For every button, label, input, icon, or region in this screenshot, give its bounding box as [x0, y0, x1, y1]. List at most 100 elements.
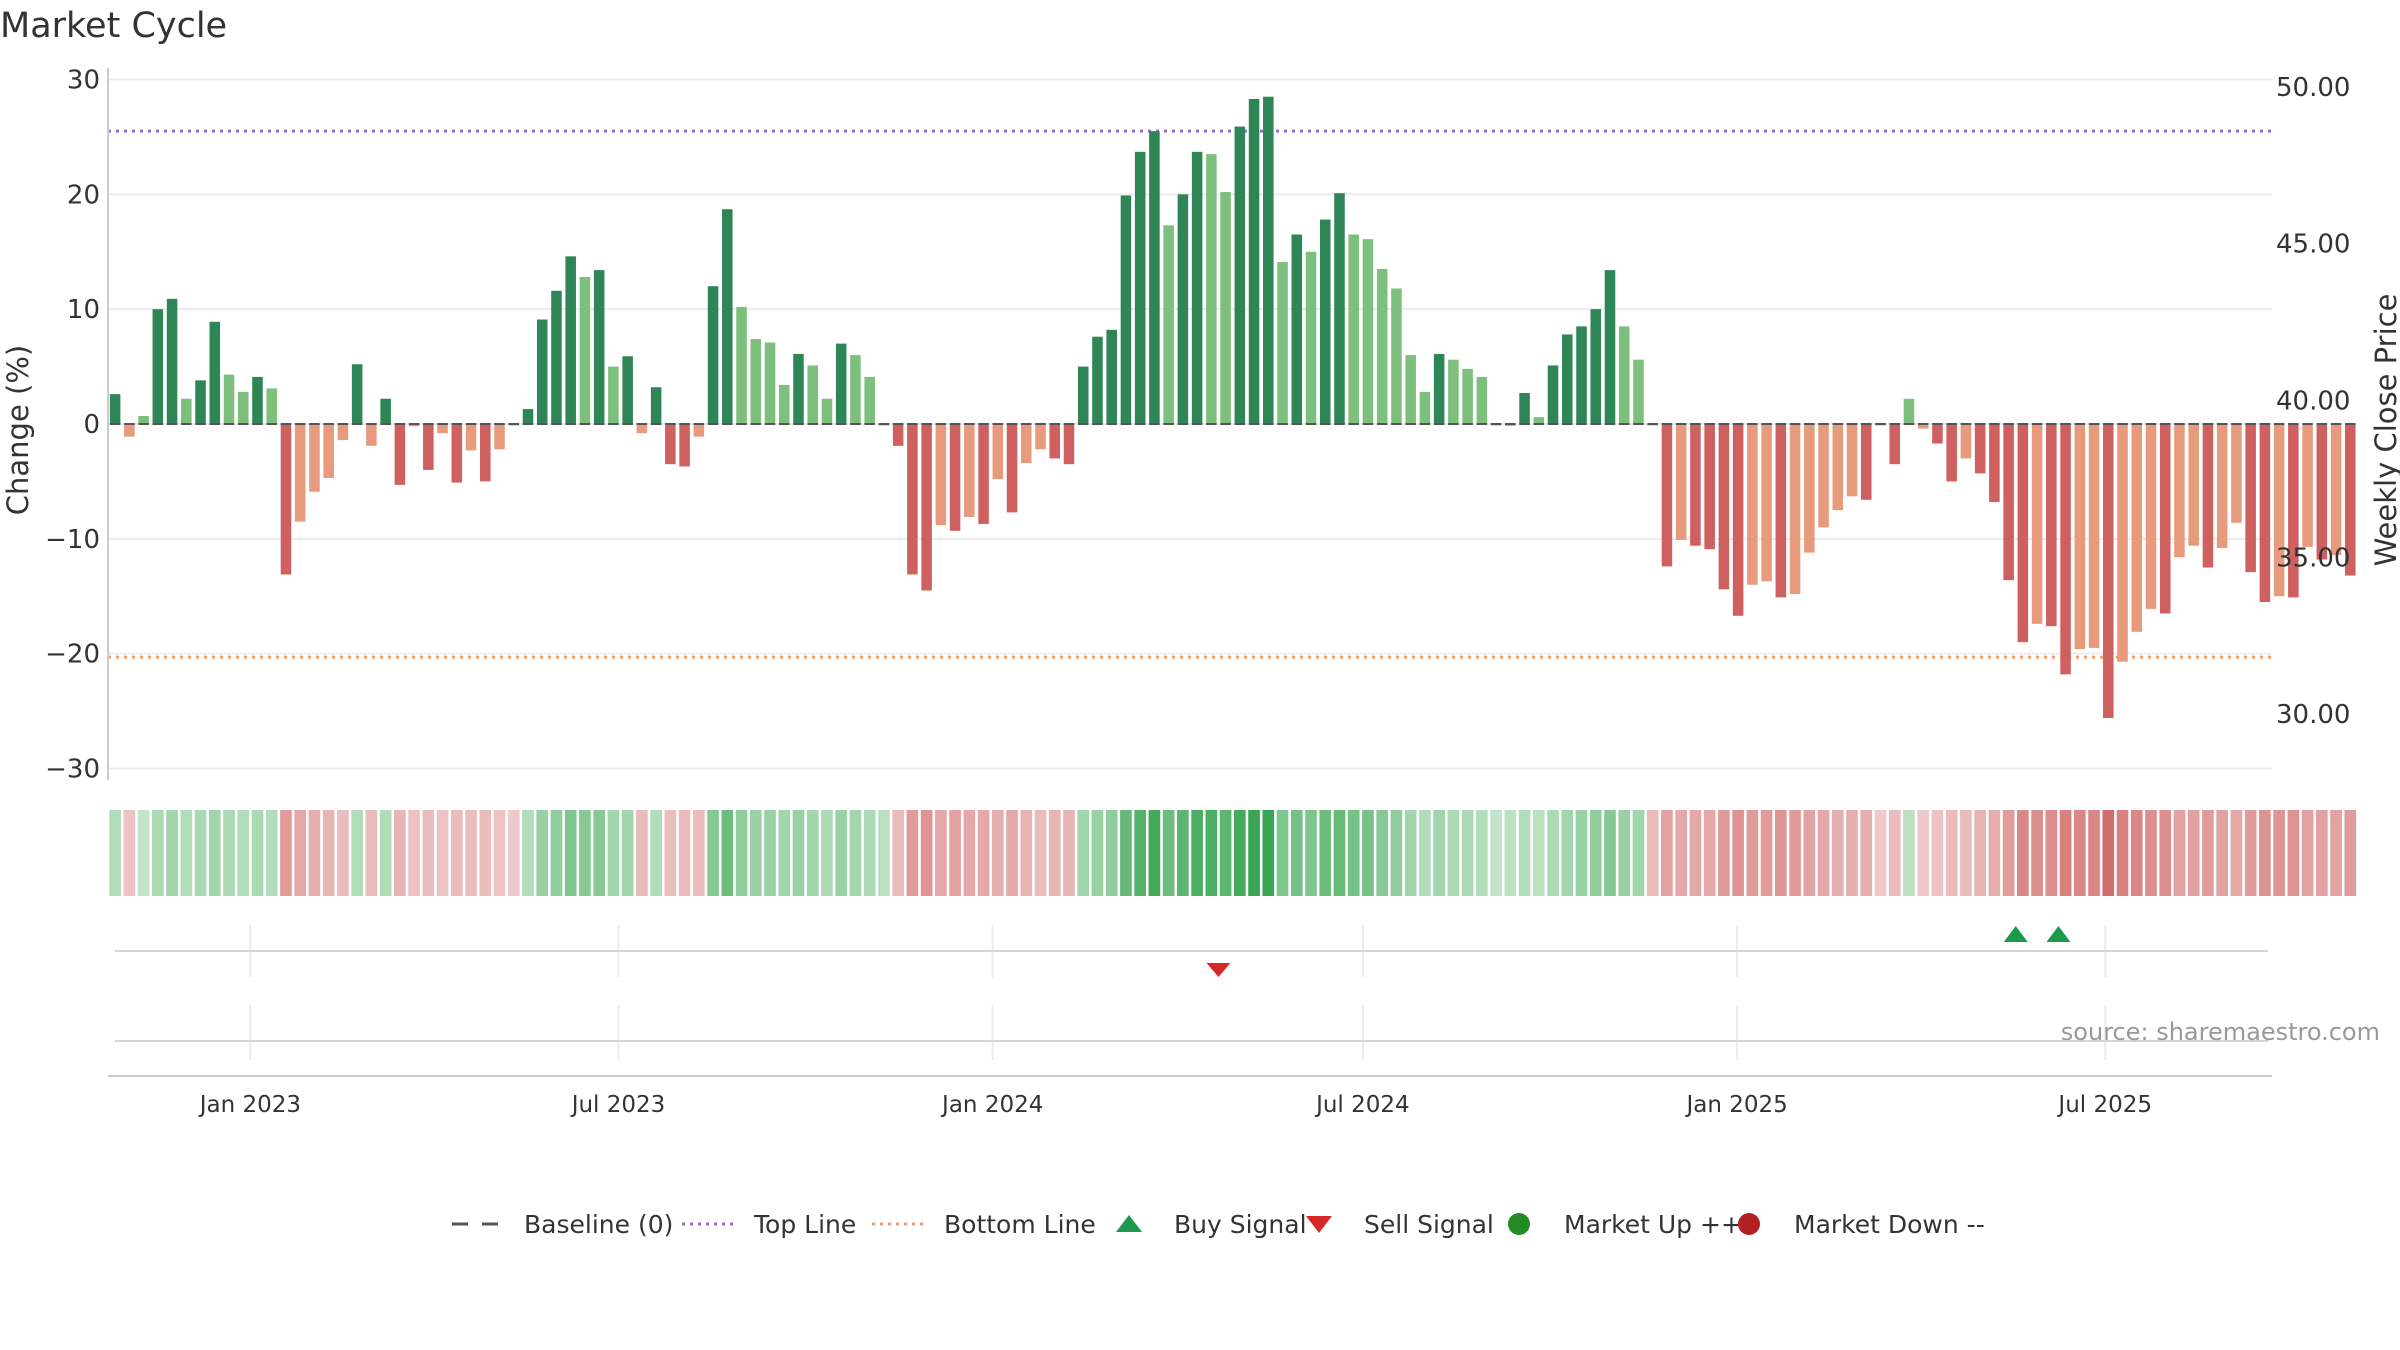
change-bar	[565, 256, 576, 424]
strip-cell	[1774, 810, 1787, 896]
change-bar	[337, 424, 349, 441]
change-bar	[237, 391, 249, 424]
signal-panel	[115, 926, 2268, 1042]
change-bar	[736, 306, 747, 424]
strip-cell	[450, 810, 463, 896]
change-bar	[1732, 424, 1744, 616]
change-bar	[2216, 424, 2228, 549]
change-bars	[109, 96, 2356, 718]
strip-cell	[2273, 810, 2285, 896]
strip-cell	[1120, 810, 1132, 896]
change-bar	[480, 424, 491, 482]
chart-title: Market Cycle	[0, 6, 228, 46]
strip-cell	[906, 810, 919, 896]
strip-cell	[1362, 810, 1374, 896]
intensity-strip	[109, 810, 2357, 896]
right-tick-label: 30.00	[2276, 700, 2350, 730]
strip-cell	[1931, 810, 1944, 896]
change-bar	[1106, 329, 1117, 424]
strip-cell	[1817, 810, 1830, 896]
change-bar	[1448, 359, 1459, 424]
change-bar	[579, 277, 591, 424]
strip-cell	[892, 810, 904, 896]
strip-cell	[792, 810, 805, 896]
change-bar	[2174, 424, 2185, 558]
change-bar	[665, 424, 676, 465]
change-bar	[821, 398, 833, 424]
change-bar	[949, 424, 961, 531]
legend-label: Market Up ++	[1564, 1210, 1742, 1239]
change-bar	[209, 321, 221, 424]
change-bar	[1519, 392, 1530, 424]
right-tick-label: 35.00	[2276, 543, 2350, 573]
change-bar	[935, 424, 947, 526]
change-bar	[2288, 424, 2299, 598]
strip-cell	[2202, 810, 2214, 896]
strip-cell	[1846, 810, 1858, 896]
strip-cell	[821, 810, 833, 896]
strip-cell	[1290, 810, 1303, 896]
strip-cell	[465, 810, 477, 896]
strip-cell	[1390, 810, 1403, 896]
y-tick-label: 0	[83, 410, 100, 440]
change-bar	[764, 342, 776, 424]
change-bar	[1021, 424, 1032, 464]
change-bar	[1747, 424, 1758, 585]
strip-cell	[2059, 810, 2072, 896]
change-bar	[722, 209, 733, 424]
strip-cell	[707, 810, 719, 896]
strip-cell	[1319, 810, 1332, 896]
strip-cell	[1661, 810, 1673, 896]
buy-signal-marker	[2046, 926, 2071, 942]
source-label: source: sharemaestro.com	[2061, 1018, 2380, 1046]
strip-cell	[251, 810, 264, 896]
strip-cell	[721, 810, 734, 896]
legend-market-up-icon	[1508, 1213, 1530, 1235]
strip-cell	[593, 810, 606, 896]
strip-cell	[1561, 810, 1574, 896]
strip-cell	[1063, 810, 1075, 896]
change-bar	[750, 339, 762, 424]
strip-cell	[1589, 810, 1602, 896]
change-bar	[622, 356, 633, 424]
strip-cell	[1219, 810, 1232, 896]
strip-cell	[2116, 810, 2129, 896]
change-bar	[1376, 268, 1388, 424]
strip-cell	[1177, 810, 1189, 896]
strip-cell	[1860, 810, 1873, 896]
legend-label: Buy Signal	[1174, 1210, 1307, 1239]
legend-label: Sell Signal	[1364, 1210, 1494, 1239]
strip-cell	[1091, 810, 1104, 896]
legend-sell-icon	[1306, 1216, 1332, 1233]
change-bar	[1533, 417, 1545, 424]
change-bar	[1562, 334, 1573, 424]
change-bar	[494, 424, 505, 450]
change-bar	[1832, 424, 1844, 511]
strip-cell	[322, 810, 335, 896]
strip-cell	[2315, 810, 2328, 896]
strip-cell	[1433, 810, 1445, 896]
change-bar	[1789, 424, 1801, 594]
change-bar	[1590, 309, 1602, 424]
legend-item: Baseline (0)	[452, 1210, 673, 1239]
strip-cell	[294, 810, 307, 896]
change-bar	[2273, 424, 2285, 597]
x-tick-label: Jul 2025	[2056, 1092, 2152, 1118]
strip-cell	[1703, 810, 1716, 896]
legend-item: Bottom Line	[872, 1210, 1096, 1239]
strip-cell	[351, 810, 363, 896]
strip-cell	[151, 810, 164, 896]
change-bar	[1433, 353, 1445, 424]
change-bar	[1277, 262, 1288, 424]
strip-cell	[1248, 810, 1260, 896]
change-bar	[636, 424, 648, 434]
change-bar	[1391, 288, 1402, 424]
change-bar	[1348, 234, 1359, 424]
change-bar	[807, 365, 818, 424]
change-bar	[2145, 424, 2157, 609]
strip-cell	[1789, 810, 1801, 896]
change-bar	[850, 355, 861, 424]
change-bar	[166, 298, 178, 424]
change-bar	[1661, 424, 1673, 567]
strip-cell	[2230, 810, 2243, 896]
